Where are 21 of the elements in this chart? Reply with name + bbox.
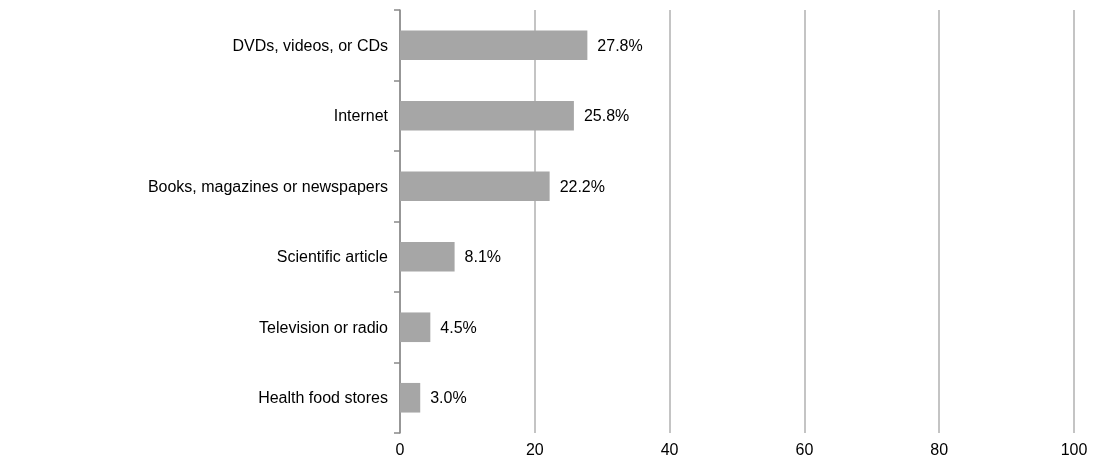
y-tick-label: Health food stores: [258, 389, 388, 407]
bar: [400, 241, 455, 272]
data-label: 8.1%: [464, 248, 502, 266]
data-label: 22.2%: [559, 177, 605, 195]
y-tick-label: DVDs, videos, or CDs: [232, 36, 388, 54]
y-tick-label: Books, magazines or newspapers: [147, 177, 388, 195]
bar: [400, 312, 431, 343]
x-tick-label: 80: [930, 440, 949, 458]
x-tick-label: 100: [1060, 440, 1088, 458]
x-tick-label: 40: [660, 440, 679, 458]
y-tick-label: Internet: [333, 107, 389, 125]
bar: [400, 382, 421, 413]
x-tick-label: 0: [395, 440, 405, 458]
data-label: 3.0%: [430, 389, 467, 407]
x-tick-label: 20: [525, 440, 544, 458]
data-label: 25.8%: [583, 107, 630, 125]
y-tick-label: Television or radio: [259, 318, 389, 336]
data-label: 4.5%: [440, 318, 477, 336]
data-label: 27.8%: [597, 36, 643, 54]
x-tick-label: 60: [795, 440, 814, 458]
y-tick-label: Scientific article: [276, 248, 389, 266]
